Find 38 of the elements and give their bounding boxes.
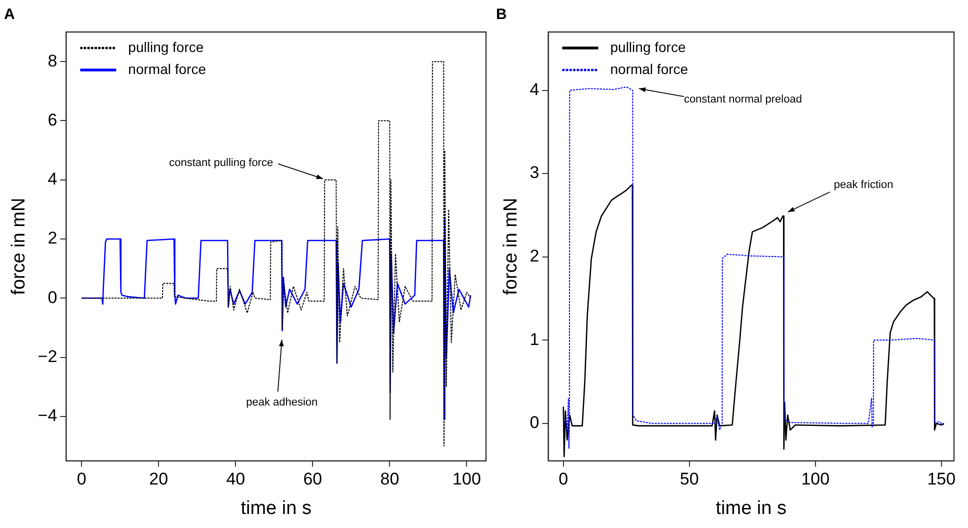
y-axis-title: force in mN xyxy=(8,198,30,295)
line-series xyxy=(562,86,944,449)
x-tick-label: 150 xyxy=(927,470,956,489)
x-tick-label: 0 xyxy=(558,470,568,489)
annotation: constant pulling force xyxy=(169,156,274,169)
y-tick-label: 4 xyxy=(530,80,540,99)
annotation: peak adhesion xyxy=(246,396,318,409)
legend-label: normal force xyxy=(128,60,206,77)
x-tick-label: 100 xyxy=(801,470,830,489)
y-tick-label: 3 xyxy=(530,163,540,182)
x-tick-label: 40 xyxy=(226,470,246,489)
y-tick-label: −2 xyxy=(38,346,58,366)
y-tick-label: 0 xyxy=(530,413,540,432)
annotation: constant normal preload xyxy=(684,94,802,106)
x-tick-label: 20 xyxy=(149,470,168,489)
legend-label: pulling force xyxy=(128,38,204,55)
chart-title: B xyxy=(496,6,507,24)
legend-label: normal force xyxy=(610,60,688,77)
y-tick-label: 2 xyxy=(48,228,58,248)
y-tick-label: 2 xyxy=(530,246,540,266)
x-tick-label: 60 xyxy=(303,470,322,489)
x-axis-title: time in s xyxy=(716,498,786,519)
line-series xyxy=(81,61,472,447)
x-tick-label: 100 xyxy=(452,470,481,489)
y-tick-label: 8 xyxy=(48,51,58,70)
legend-label: pulling force xyxy=(610,38,686,55)
x-tick-label: 50 xyxy=(680,470,699,489)
chart-title: A xyxy=(4,6,15,24)
y-tick-label: 1 xyxy=(530,330,540,349)
y-tick-label: 4 xyxy=(48,170,58,189)
x-tick-label: 0 xyxy=(76,470,86,489)
y-tick-label: −4 xyxy=(38,406,58,426)
y-tick-label: 0 xyxy=(48,288,58,307)
x-axis-title: time in s xyxy=(240,498,312,519)
y-tick-label: 6 xyxy=(48,110,58,130)
y-axis-title: force in mN xyxy=(500,198,522,295)
x-tick-label: 80 xyxy=(380,470,400,489)
annotation: peak friction xyxy=(834,179,894,192)
